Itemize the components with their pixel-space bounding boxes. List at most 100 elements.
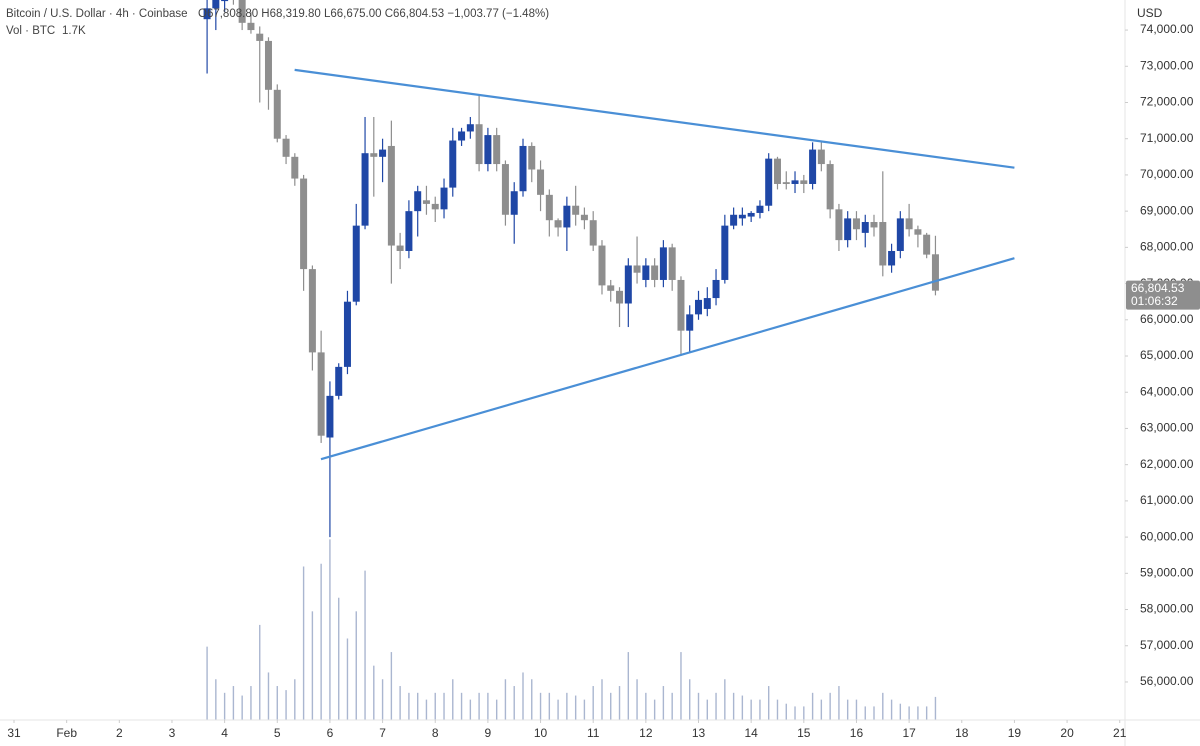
x-tick-label: 13 [692,726,706,740]
price-tag-countdown: 01:06:32 [1131,294,1178,308]
y-tick-label: 64,000.00 [1140,384,1194,398]
candle-body [370,153,378,157]
candle-body [773,158,781,184]
candle-body [800,180,808,184]
candle-body [931,254,939,291]
candle-body [817,149,825,165]
candle-body [563,205,571,228]
candle-body [888,250,896,266]
candle-body [396,245,404,251]
x-tick-label: 8 [432,726,439,740]
candle-body [545,194,553,221]
candle-body [624,265,632,304]
candle-body [221,0,229,2]
candle-body [668,247,676,280]
candle-body [256,33,264,41]
candle-body [580,214,588,221]
y-tick-label: 62,000.00 [1140,457,1194,471]
candle-body [870,222,878,228]
x-tick-label: 6 [327,726,334,740]
candle-body [440,187,448,210]
currency-label: USD [1137,6,1163,20]
candle-body [449,140,457,188]
x-tick-label: 17 [902,726,916,740]
y-tick-label: 72,000.00 [1140,95,1194,109]
candle-body [616,290,624,304]
x-tick-label: 19 [1008,726,1022,740]
candle-body [528,145,536,170]
candle-body [844,218,852,241]
x-tick-label: Feb [56,726,77,740]
y-tick-label: 57,000.00 [1140,638,1194,652]
candle-body [826,164,834,210]
candle-body [633,265,641,273]
candle-body [343,301,351,367]
candle-body [572,205,580,215]
candle-body [756,205,764,213]
candle-body [422,200,430,204]
candle-body [379,149,387,157]
candle-body [466,124,474,132]
candle-body [501,164,509,215]
x-tick-label: 21 [1113,726,1127,740]
candle-body [405,211,413,251]
candle-body [326,395,334,438]
candle-body [607,285,615,291]
candle-body [554,220,562,228]
x-tick-label: 12 [639,726,653,740]
candle-body [291,156,299,179]
price-tag-label: 66,804.53 [1131,281,1185,295]
y-tick-label: 74,000.00 [1140,22,1194,36]
candle-body [537,169,545,195]
candle-body [695,299,703,315]
y-tick-label: 59,000.00 [1140,565,1194,579]
candle-body [484,135,492,165]
candle-body [765,158,773,206]
candle-body [809,149,817,184]
volume-label: Vol · BTC [6,25,55,37]
y-tick-label: 66,000.00 [1140,312,1194,326]
y-tick-label: 56,000.00 [1140,674,1194,688]
y-tick-label: 65,000.00 [1140,348,1194,362]
y-tick-label: 70,000.00 [1140,167,1194,181]
y-tick-label: 73,000.00 [1140,58,1194,72]
candle-body [712,279,720,299]
x-tick-label: 4 [221,726,228,740]
y-tick-label: 71,000.00 [1140,131,1194,145]
candle-body [414,191,422,212]
candle-body [686,314,694,331]
candle-body [308,269,316,353]
candle-body [510,191,518,215]
x-tick-label: 20 [1060,726,1074,740]
candle-body [475,124,483,165]
candle-body [264,40,272,90]
y-tick-label: 68,000.00 [1140,240,1194,254]
x-tick-label: 3 [169,726,176,740]
x-tick-label: 14 [744,726,758,740]
candle-body [519,145,527,192]
x-tick-label: 18 [955,726,969,740]
x-tick-label: 9 [485,726,492,740]
candle-body [782,182,790,184]
candle-body [651,265,659,280]
candle-body [335,366,343,396]
x-tick-label: 15 [797,726,811,740]
candle-body [905,218,913,230]
x-tick-label: 16 [850,726,864,740]
candle-body [738,214,746,219]
candle-body [730,214,738,226]
symbol-title: Bitcoin / U.S. Dollar · 4h · Coinbase [6,8,188,20]
candle-body [273,89,281,139]
ohlc-readout: O67,808.80 H68,319.80 L66,675.00 C66,804… [198,8,549,20]
y-tick-label: 60,000.00 [1140,529,1194,543]
y-tick-label: 69,000.00 [1140,203,1194,217]
candle-body [282,138,290,157]
price-tag [1126,280,1200,310]
y-tick-label: 61,000.00 [1140,493,1194,507]
candle-body [642,265,650,280]
candle-body [721,225,729,280]
x-tick-label: 2 [116,726,123,740]
candle-body [212,0,220,9]
candle-body [852,218,860,230]
